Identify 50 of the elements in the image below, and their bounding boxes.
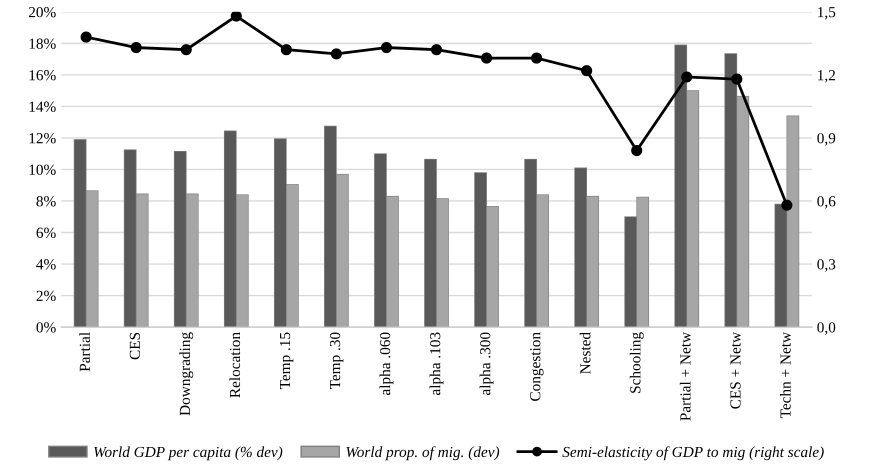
y-tick-label: 0% (36, 322, 56, 333)
point (280, 44, 292, 56)
point (330, 48, 342, 60)
y-tick-label: 2% (36, 290, 56, 302)
legend-label: Semi-elasticity of GDP to mig (right scale) (562, 446, 824, 460)
y2-tick-label: 0,0 (817, 322, 836, 335)
point (180, 44, 192, 56)
x-tick-label: Nested (580, 332, 590, 374)
point (380, 42, 392, 54)
point (130, 42, 142, 54)
y-tick-label: 10% (30, 164, 56, 175)
y-tick-label: 6% (36, 228, 56, 238)
point (80, 32, 92, 43)
y2-tick-label: 0,9 (817, 133, 836, 146)
y-tick-label: 18% (30, 38, 56, 49)
y-tick-label: 8% (36, 196, 56, 206)
y-tick-label: 4% (36, 259, 56, 270)
x-tick-label: Techn + Netw (780, 332, 791, 418)
x-tick-label: CES + Netw (730, 332, 741, 409)
x-tick-label: Downgrading (179, 332, 194, 416)
y-tick-label: 16% (30, 70, 56, 80)
x-tick-label: Temp .30 (330, 332, 344, 390)
point (480, 52, 492, 64)
y2-tick-label: 0,6 (817, 196, 836, 209)
point (731, 74, 742, 85)
x-tick-label: Congestion (530, 332, 544, 401)
point (631, 144, 642, 156)
legend-label: World GDP per capita (% dev) (94, 446, 282, 460)
point (781, 200, 792, 211)
x-tick-label: CES (130, 332, 140, 360)
legend-label: World prop. of mig. (dev) (346, 446, 500, 460)
point (230, 12, 242, 22)
point (681, 71, 692, 83)
x-tick-label: Partial + Netw (680, 332, 691, 421)
y2-tick-label: 1,5 (818, 7, 836, 20)
y2-tick-label: 1,2 (818, 70, 836, 83)
x-tick-label: Schooling (630, 332, 644, 393)
x-tick-label: alpha .300 (480, 332, 494, 396)
x-tick-label: Relocation (229, 332, 240, 398)
x-tick-label: Temp .15 (280, 332, 294, 390)
y2-tick-label: 0,3 (817, 259, 836, 272)
y-tick-label: 20% (28, 6, 56, 18)
x-tick-label: alpha .103 (430, 332, 444, 396)
point (430, 44, 442, 56)
x-tick-label: alpha .060 (380, 332, 394, 396)
point (531, 52, 542, 64)
x-tick-label: Partial (79, 332, 90, 372)
point (581, 65, 592, 76)
y-tick-label: 12% (30, 133, 56, 144)
y-tick-label: 14% (30, 102, 56, 112)
